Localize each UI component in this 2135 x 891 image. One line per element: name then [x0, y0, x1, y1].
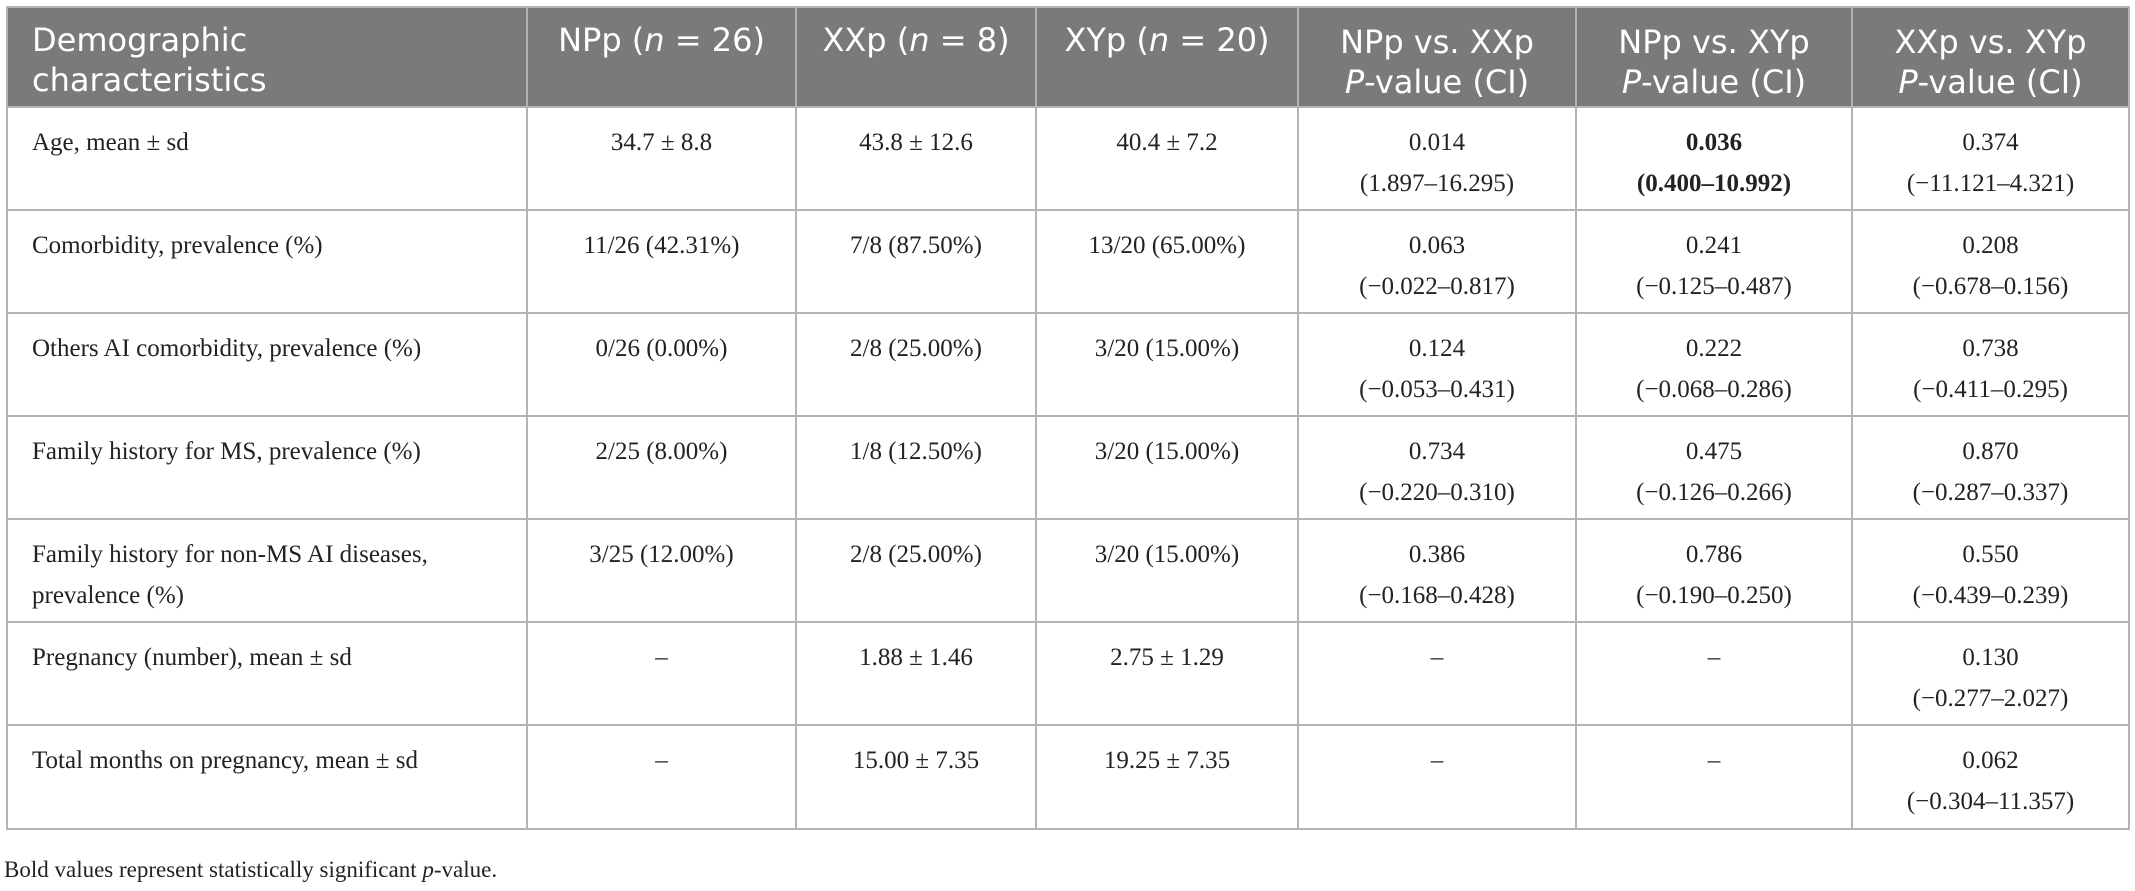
header-npp-vs-xxp: NPp vs. XXp P-value (CI)	[1297, 6, 1577, 108]
cell-xyp: 13/20 (65.00%)	[1035, 209, 1299, 314]
header-xyp: XYp (n = 20)	[1035, 6, 1299, 108]
cell-npp-vs-xyp: 0.036 (0.400–10.992)	[1575, 106, 1853, 211]
cell-xxp: 1.88 ± 1.46	[795, 621, 1037, 726]
cell-npp-vs-xxp: 0.386 (−0.168–0.428)	[1297, 518, 1577, 623]
cell-xxp-vs-xyp: 0.208 (−0.678–0.156)	[1851, 209, 2130, 314]
cell-xxp: 7/8 (87.50%)	[795, 209, 1037, 314]
table-row: Pregnancy (number), mean ± sd – 1.88 ± 1…	[6, 621, 2130, 726]
row-label: Comorbidity, prevalence (%)	[6, 209, 528, 314]
table-row: Total months on pregnancy, mean ± sd – 1…	[6, 724, 2130, 830]
cell-xxp-vs-xyp: 0.062 (−0.304–11.357)	[1851, 724, 2130, 830]
cell-npp-vs-xyp: –	[1575, 621, 1853, 726]
header-xxp: XXp (n = 8)	[795, 6, 1037, 108]
cell-xyp: 3/20 (15.00%)	[1035, 518, 1299, 623]
cell-npp-vs-xyp: 0.241 (−0.125–0.487)	[1575, 209, 1853, 314]
cell-xyp: 2.75 ± 1.29	[1035, 621, 1299, 726]
table-row: Family history for non-MS AI diseases, pr…	[6, 518, 2130, 623]
cell-npp-vs-xyp: 0.222 (−0.068–0.286)	[1575, 312, 1853, 417]
header-row: Demographic characteristics NPp (n = 26) …	[6, 6, 2130, 108]
cell-npp-vs-xyp: 0.475 (−0.126–0.266)	[1575, 415, 1853, 520]
cell-xxp: 43.8 ± 12.6	[795, 106, 1037, 211]
row-label: Others AI comorbidity, prevalence (%)	[6, 312, 528, 417]
row-label: Family history for MS, prevalence (%)	[6, 415, 528, 520]
cell-npp: 11/26 (42.31%)	[526, 209, 797, 314]
cell-xyp: 19.25 ± 7.35	[1035, 724, 1299, 830]
cell-npp-vs-xxp: 0.124 (−0.053–0.431)	[1297, 312, 1577, 417]
cell-xyp: 3/20 (15.00%)	[1035, 312, 1299, 417]
cell-npp: 34.7 ± 8.8	[526, 106, 797, 211]
cell-npp: –	[526, 621, 797, 726]
cell-xxp-vs-xyp: 0.738 (−0.411–0.295)	[1851, 312, 2130, 417]
cell-xxp-vs-xyp: 0.550 (−0.439–0.239)	[1851, 518, 2130, 623]
table-row: Family history for MS, prevalence (%) 2/…	[6, 415, 2130, 520]
cell-xxp: 2/8 (25.00%)	[795, 518, 1037, 623]
cell-npp: –	[526, 724, 797, 830]
header-npp: NPp (n = 26)	[526, 6, 797, 108]
cell-xyp: 40.4 ± 7.2	[1035, 106, 1299, 211]
cell-npp-vs-xxp: 0.734 (−0.220–0.310)	[1297, 415, 1577, 520]
header-demographic-characteristics: Demographic characteristics	[6, 6, 528, 108]
demographics-table: Demographic characteristics NPp (n = 26) …	[6, 6, 2130, 830]
cell-npp: 0/26 (0.00%)	[526, 312, 797, 417]
cell-xxp: 1/8 (12.50%)	[795, 415, 1037, 520]
table-row: Comorbidity, prevalence (%) 11/26 (42.31…	[6, 209, 2130, 314]
cell-npp-vs-xyp: –	[1575, 724, 1853, 830]
cell-npp-vs-xxp: 0.063 (−0.022–0.817)	[1297, 209, 1577, 314]
table-container: Demographic characteristics NPp (n = 26) …	[6, 6, 2130, 830]
row-label: Age, mean ± sd	[6, 106, 528, 211]
cell-xxp-vs-xyp: 0.870 (−0.287–0.337)	[1851, 415, 2130, 520]
row-label: Pregnancy (number), mean ± sd	[6, 621, 528, 726]
cell-npp-vs-xxp: –	[1297, 724, 1577, 830]
table-footnote: Bold values represent statistically sign…	[4, 857, 498, 882]
cell-xxp-vs-xyp: 0.374 (−11.121–4.321)	[1851, 106, 2130, 211]
row-label: Total months on pregnancy, mean ± sd	[6, 724, 528, 830]
header-xxp-vs-xyp: XXp vs. XYp P-value (CI)	[1851, 6, 2130, 108]
cell-xyp: 3/20 (15.00%)	[1035, 415, 1299, 520]
cell-npp-vs-xxp: 0.014 (1.897–16.295)	[1297, 106, 1577, 211]
cell-npp-vs-xyp: 0.786 (−0.190–0.250)	[1575, 518, 1853, 623]
cell-npp: 3/25 (12.00%)	[526, 518, 797, 623]
cell-npp: 2/25 (8.00%)	[526, 415, 797, 520]
table-row: Age, mean ± sd 34.7 ± 8.8 43.8 ± 12.6 40…	[6, 106, 2130, 211]
header-npp-vs-xyp: NPp vs. XYp P-value (CI)	[1575, 6, 1853, 108]
cell-xxp-vs-xyp: 0.130 (−0.277–2.027)	[1851, 621, 2130, 726]
cell-npp-vs-xxp: –	[1297, 621, 1577, 726]
cell-xxp: 15.00 ± 7.35	[795, 724, 1037, 830]
table-row: Others AI comorbidity, prevalence (%) 0/…	[6, 312, 2130, 417]
row-label: Family history for non-MS AI diseases, pr…	[6, 518, 528, 623]
cell-xxp: 2/8 (25.00%)	[795, 312, 1037, 417]
